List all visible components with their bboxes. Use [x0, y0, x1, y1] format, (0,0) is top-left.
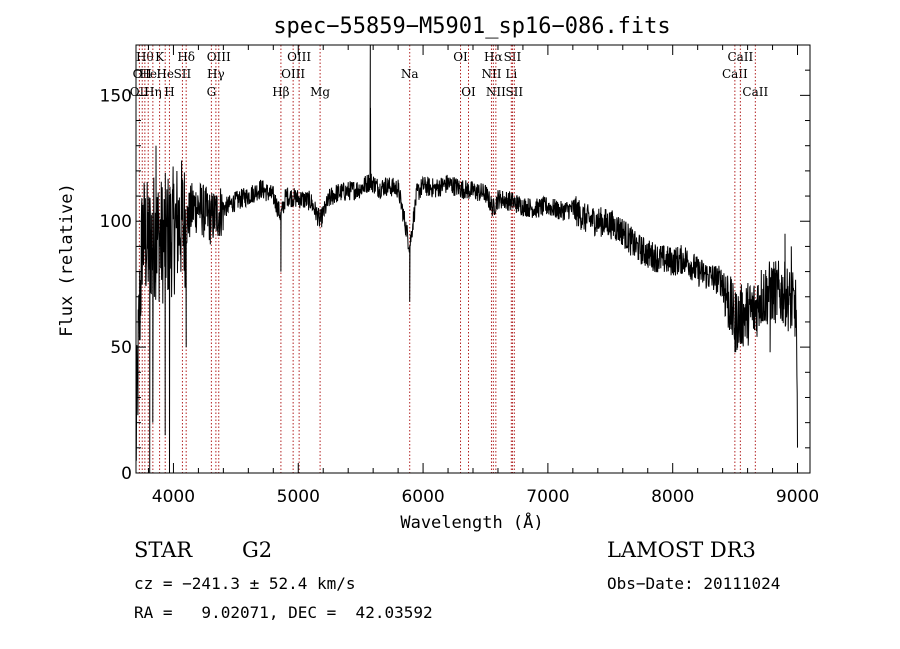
y-tick-label: 0: [121, 464, 132, 484]
line-marker-label: CaII: [722, 67, 748, 81]
spectrum-series: [135, 44, 798, 474]
x-tick-label: 7000: [526, 487, 569, 507]
y-axis-label: Flux (relative): [57, 183, 77, 337]
line-marker-label: SII: [174, 67, 192, 81]
spectrum-line: [135, 44, 798, 474]
line-marker-label: OIII: [281, 67, 305, 81]
chart-title: spec−55859−M5901_sp16−086.fits: [273, 14, 670, 39]
line-marker-label: Hη: [144, 85, 162, 99]
y-tick-label: 100: [100, 212, 132, 232]
line-marker-label: He: [156, 67, 174, 81]
x-tick-label: 9000: [776, 487, 819, 507]
y-axis-ticks: 0 50 100 150: [100, 69, 810, 484]
line-marker-label: Na: [401, 67, 419, 81]
x-tick-label: 5000: [277, 487, 320, 507]
x-tick-label: 4000: [152, 487, 195, 507]
observation-date: Obs−Date: 20111024: [607, 574, 781, 593]
line-marker-label: G: [207, 85, 217, 99]
plot-frame: [135, 44, 811, 474]
object-class: STAR: [134, 538, 193, 562]
line-marker-label: Hδ: [177, 50, 195, 64]
line-marker-label: Hγ: [207, 67, 225, 81]
line-marker-label: OIII: [207, 50, 231, 64]
line-marker-label: Hθ: [136, 50, 154, 64]
line-marker-label: Hβ: [272, 85, 289, 99]
line-marker-label: SII: [504, 50, 522, 64]
line-marker-label: CaII: [742, 85, 768, 99]
redshift-cz: cz = −241.3 ± 52.4 km/s: [134, 574, 356, 593]
survey-name: LAMOST DR3: [607, 538, 756, 562]
y-tick-label: 150: [100, 86, 132, 106]
line-marker-label: OI: [453, 50, 468, 64]
line-marker-label: Hα: [484, 50, 503, 64]
line-marker-label: H: [164, 85, 174, 99]
line-marker-label: NII: [486, 85, 506, 99]
line-marker-label: He: [139, 67, 157, 81]
line-marker-label: K: [155, 50, 165, 64]
line-marker-label: OI: [461, 85, 476, 99]
line-markers: OIIOIIHθHeHηKHeHSIIHδGHγOIIIHβOIIIOIIIMg…: [130, 45, 768, 473]
x-tick-label: 8000: [651, 487, 694, 507]
line-marker-label: NII: [481, 67, 501, 81]
ra-dec-coordinates: RA = 9.02071, DEC = 42.03592: [134, 603, 433, 622]
line-marker-label: OIII: [287, 50, 311, 64]
line-marker-label: SII: [505, 85, 523, 99]
y-tick-label: 50: [110, 338, 132, 358]
x-axis-label: Wavelength (Å): [400, 511, 543, 533]
line-marker-label: Li: [505, 67, 517, 81]
x-tick-label: 6000: [401, 487, 444, 507]
x-axis-ticks: 4000 5000 6000 7000 8000 9000: [147, 45, 819, 507]
line-marker-label: CaII: [727, 50, 753, 64]
object-subclass: G2: [242, 538, 273, 562]
line-marker-label: Mg: [310, 85, 330, 99]
